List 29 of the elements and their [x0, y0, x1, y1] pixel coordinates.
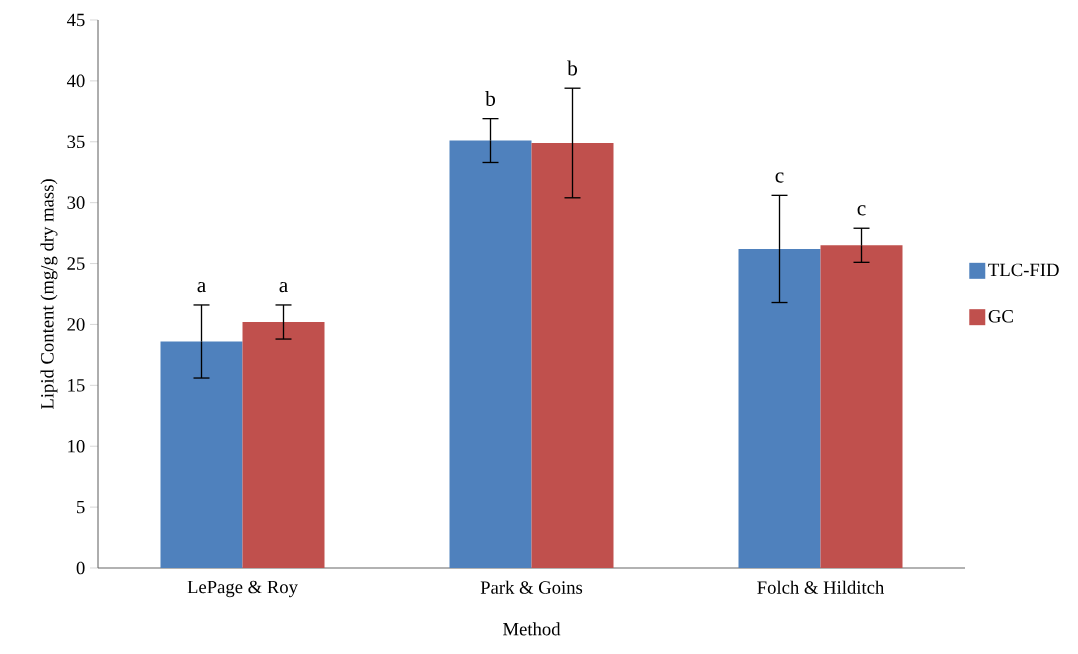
x-tick-label: Park & Goins [480, 580, 583, 594]
x-tick-label: Folch & Hilditch [757, 580, 885, 594]
y-tick-label: 0 [76, 561, 85, 575]
annotation: c [775, 172, 784, 183]
x-axis-title: Method [503, 622, 561, 636]
y-tick-label: 30 [67, 196, 85, 209]
y-axis-title: Lipid Content (mg/g dry mass) [40, 179, 58, 410]
legend-label: GC [988, 310, 1013, 323]
bar [820, 245, 903, 568]
y-tick-label: 25 [67, 257, 85, 270]
annotation: a [279, 282, 288, 293]
y-tick-label: 15 [68, 379, 85, 392]
bar [531, 142, 614, 568]
annotation: b [567, 60, 578, 76]
annotation: a [197, 282, 206, 293]
x-tick-label: LePage & Roy [187, 580, 298, 598]
legend-label: TLC-FID [988, 263, 1059, 277]
bar [449, 140, 532, 568]
annotation: b [485, 90, 496, 106]
bar [738, 248, 821, 568]
y-tick-label: 20 [67, 318, 85, 331]
y-tick-label: 40 [66, 74, 85, 88]
y-tick-label: 35 [67, 135, 85, 149]
y-tick-label: 5 [77, 500, 85, 514]
annotation: c [857, 205, 866, 216]
bar [160, 341, 243, 568]
bar [242, 322, 325, 568]
y-tick-label: 10 [68, 439, 85, 453]
y-tick-label: 45 [66, 13, 85, 27]
